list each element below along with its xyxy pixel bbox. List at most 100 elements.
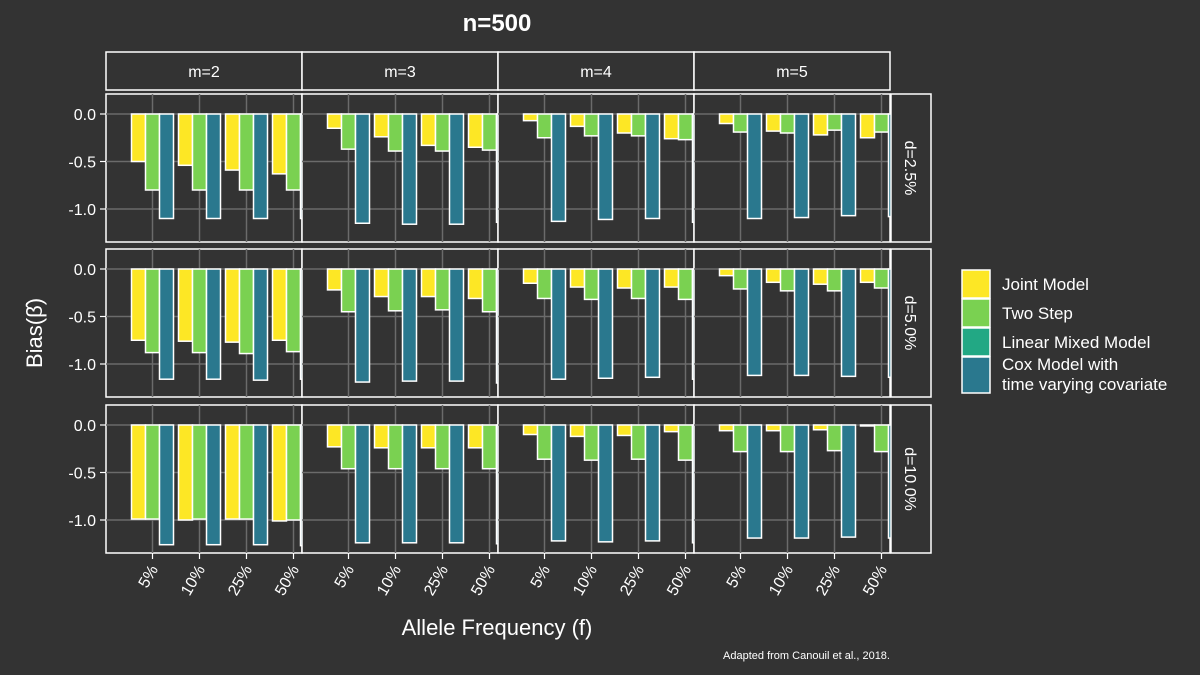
panel-d-5-0-m-4 xyxy=(497,248,708,398)
panel-d-5-0-m-3 xyxy=(301,248,512,398)
bar-fde725-d-5-0-m-4-25 xyxy=(616,268,633,289)
row-strip-d-10-0: d=10.0% xyxy=(890,404,932,554)
bar-7ad151-d-5-0-m-4-5 xyxy=(536,268,553,300)
bar-7ad151-d-10-0-m-4-10 xyxy=(583,424,600,461)
bar-7ad151-d-2-5-m-5-10 xyxy=(779,113,796,134)
y-axis-d-5-0: 0.0 -0.5 -1.0 xyxy=(68,262,106,374)
bar-fde725-d-5-0-m-3-5 xyxy=(326,268,343,291)
bar-fde725-d-5-0-m-3-10 xyxy=(373,268,390,298)
bar-fde725-d-2-5-m-2-10 xyxy=(177,113,194,167)
legend-item-linear-mixed-model: Linear Mixed Model xyxy=(961,327,1150,357)
bar-2a788e-d-2-5-m-5-25 xyxy=(840,113,857,217)
bar-fde725-d-5-0-m-5-5 xyxy=(718,268,735,277)
bar-7ad151-d-2-5-m-3-50 xyxy=(481,113,498,151)
bar-fde725-d-2-5-m-4-10 xyxy=(569,113,586,128)
bar-7ad151-d-2-5-m-4-25 xyxy=(630,113,647,137)
bar-fde725-d-2-5-m-4-25 xyxy=(616,113,633,134)
panel-d-2-5-m-2 xyxy=(105,93,316,243)
bar-2a788e-d-10-0-m-3-5 xyxy=(354,424,371,544)
bar-2a788e-d-5-0-m-2-10 xyxy=(205,268,222,380)
x-tick-label: 5% xyxy=(528,563,554,592)
bar-fde725-d-2-5-m-2-5 xyxy=(130,113,147,163)
legend-swatch xyxy=(961,269,991,299)
bar-fde725-d-5-0-m-2-5 xyxy=(130,268,147,341)
bar-fde725-d-2-5-m-3-5 xyxy=(326,113,343,129)
bar-7ad151-d-10-0-m-5-10 xyxy=(779,424,796,453)
bar-2a788e-d-10-0-m-5-25 xyxy=(840,424,857,538)
y-tick-label: -0.5 xyxy=(68,466,96,483)
bar-7ad151-d-2-5-m-2-50 xyxy=(285,113,302,191)
bar-fde725-d-10-0-m-2-25 xyxy=(224,424,241,520)
panel-d-2-5-m-4 xyxy=(497,93,708,243)
x-tick-label: 50% xyxy=(664,563,695,599)
bar-7ad151-d-5-0-m-2-5 xyxy=(144,268,161,354)
row-strip-d-2-5: d=2.5% xyxy=(890,93,932,243)
bar-7ad151-d-10-0-m-5-25 xyxy=(826,424,843,452)
bar-fde725-d-10-0-m-3-50 xyxy=(467,424,484,449)
bar-2a788e-d-10-0-m-3-25 xyxy=(448,424,465,544)
bar-7ad151-d-5-0-m-3-5 xyxy=(340,268,357,313)
x-tick-label: 5% xyxy=(724,563,750,592)
legend-swatch xyxy=(961,327,991,357)
panel-d-2-5-m-5 xyxy=(693,93,904,243)
bar-7ad151-d-10-0-m-4-50 xyxy=(677,424,694,461)
x-tick-label: 50% xyxy=(468,563,499,599)
bar-7ad151-d-5-0-m-5-10 xyxy=(779,268,796,292)
bar-2a788e-d-5-0-m-5-10 xyxy=(793,268,810,377)
legend-label: Cox Model with xyxy=(1002,355,1118,374)
bar-fde725-d-2-5-m-3-10 xyxy=(373,113,390,138)
col-strip-label: m=2 xyxy=(188,64,220,81)
bar-2a788e-d-5-0-m-3-10 xyxy=(401,268,418,382)
bar-7ad151-d-2-5-m-4-10 xyxy=(583,113,600,137)
bar-fde725-d-10-0-m-4-25 xyxy=(616,424,633,437)
y-tick-label: 0.0 xyxy=(74,262,96,279)
x-axis-title: Allele Frequency (f) xyxy=(402,615,593,640)
y-axis-title: Bias(β̂) xyxy=(22,298,47,368)
bar-7ad151-d-2-5-m-5-50 xyxy=(873,113,890,133)
bar-fde725-d-10-0-m-5-25 xyxy=(812,424,829,431)
bar-2a788e-d-2-5-m-4-10 xyxy=(597,113,614,221)
bar-7ad151-d-10-0-m-2-5 xyxy=(144,424,161,520)
panel-d-2-5-m-3 xyxy=(301,93,512,243)
legend-swatch xyxy=(961,298,991,328)
legend-label: Two Step xyxy=(1002,304,1073,323)
bar-2a788e-d-2-5-m-2-10 xyxy=(205,113,222,220)
bar-2a788e-d-10-0-m-4-25 xyxy=(644,424,661,542)
x-tick-label: 5% xyxy=(136,563,162,592)
x-tick-label: 25% xyxy=(421,563,452,599)
bar-7ad151-d-10-0-m-4-25 xyxy=(630,424,647,460)
bar-7ad151-d-5-0-m-5-50 xyxy=(873,268,890,289)
bar-7ad151-d-5-0-m-3-25 xyxy=(434,268,451,311)
bar-fde725-d-2-5-m-5-50 xyxy=(859,113,876,139)
bar-fde725-d-10-0-m-4-5 xyxy=(522,424,539,436)
bar-7ad151-d-5-0-m-2-50 xyxy=(285,268,302,353)
bar-2a788e-d-10-0-m-4-5 xyxy=(550,424,567,542)
bar-7ad151-d-5-0-m-3-50 xyxy=(481,268,498,313)
x-tick-label: 10% xyxy=(178,563,209,599)
x-tick-label: 10% xyxy=(374,563,405,599)
bar-2a788e-d-2-5-m-4-5 xyxy=(550,113,567,223)
bar-7ad151-d-10-0-m-2-10 xyxy=(191,424,208,520)
bar-7ad151-d-2-5-m-3-25 xyxy=(434,113,451,152)
y-tick-label: 0.0 xyxy=(74,418,96,435)
panel-d-10-0-m-2 xyxy=(105,404,316,554)
x-tick-label: 50% xyxy=(860,563,891,599)
col-strip-label: m=4 xyxy=(580,64,612,81)
bar-2a788e-d-10-0-m-3-10 xyxy=(401,424,418,544)
bar-7ad151-d-5-0-m-3-10 xyxy=(387,268,404,312)
bar-fde725-d-2-5-m-5-5 xyxy=(718,113,735,125)
bar-fde725-d-10-0-m-5-5 xyxy=(718,424,735,432)
bar-7ad151-d-2-5-m-3-5 xyxy=(340,113,357,150)
bar-fde725-d-5-0-m-3-25 xyxy=(420,268,437,298)
col-strip-m-2: m=2 xyxy=(105,51,303,91)
bar-7ad151-d-2-5-m-2-5 xyxy=(144,113,161,191)
x-axis: 5% 10% 25% 50% 5% 10% 25% 50% 5% 10% 25% 50% 5% 10% 25… xyxy=(136,553,891,599)
bar-2a788e-d-10-0-m-2-10 xyxy=(205,424,222,546)
legend: Joint Model Two Step Linear Mixed Model Cox… xyxy=(961,269,1167,394)
bar-7ad151-d-5-0-m-4-10 xyxy=(583,268,600,301)
bar-7ad151-d-5-0-m-4-25 xyxy=(630,268,647,300)
legend-item-joint-model: Joint Model xyxy=(961,269,1089,299)
bar-fde725-d-5-0-m-5-10 xyxy=(765,268,782,284)
bar-7ad151-d-5-0-m-2-25 xyxy=(238,268,255,355)
bar-2a788e-d-2-5-m-5-5 xyxy=(746,113,763,220)
